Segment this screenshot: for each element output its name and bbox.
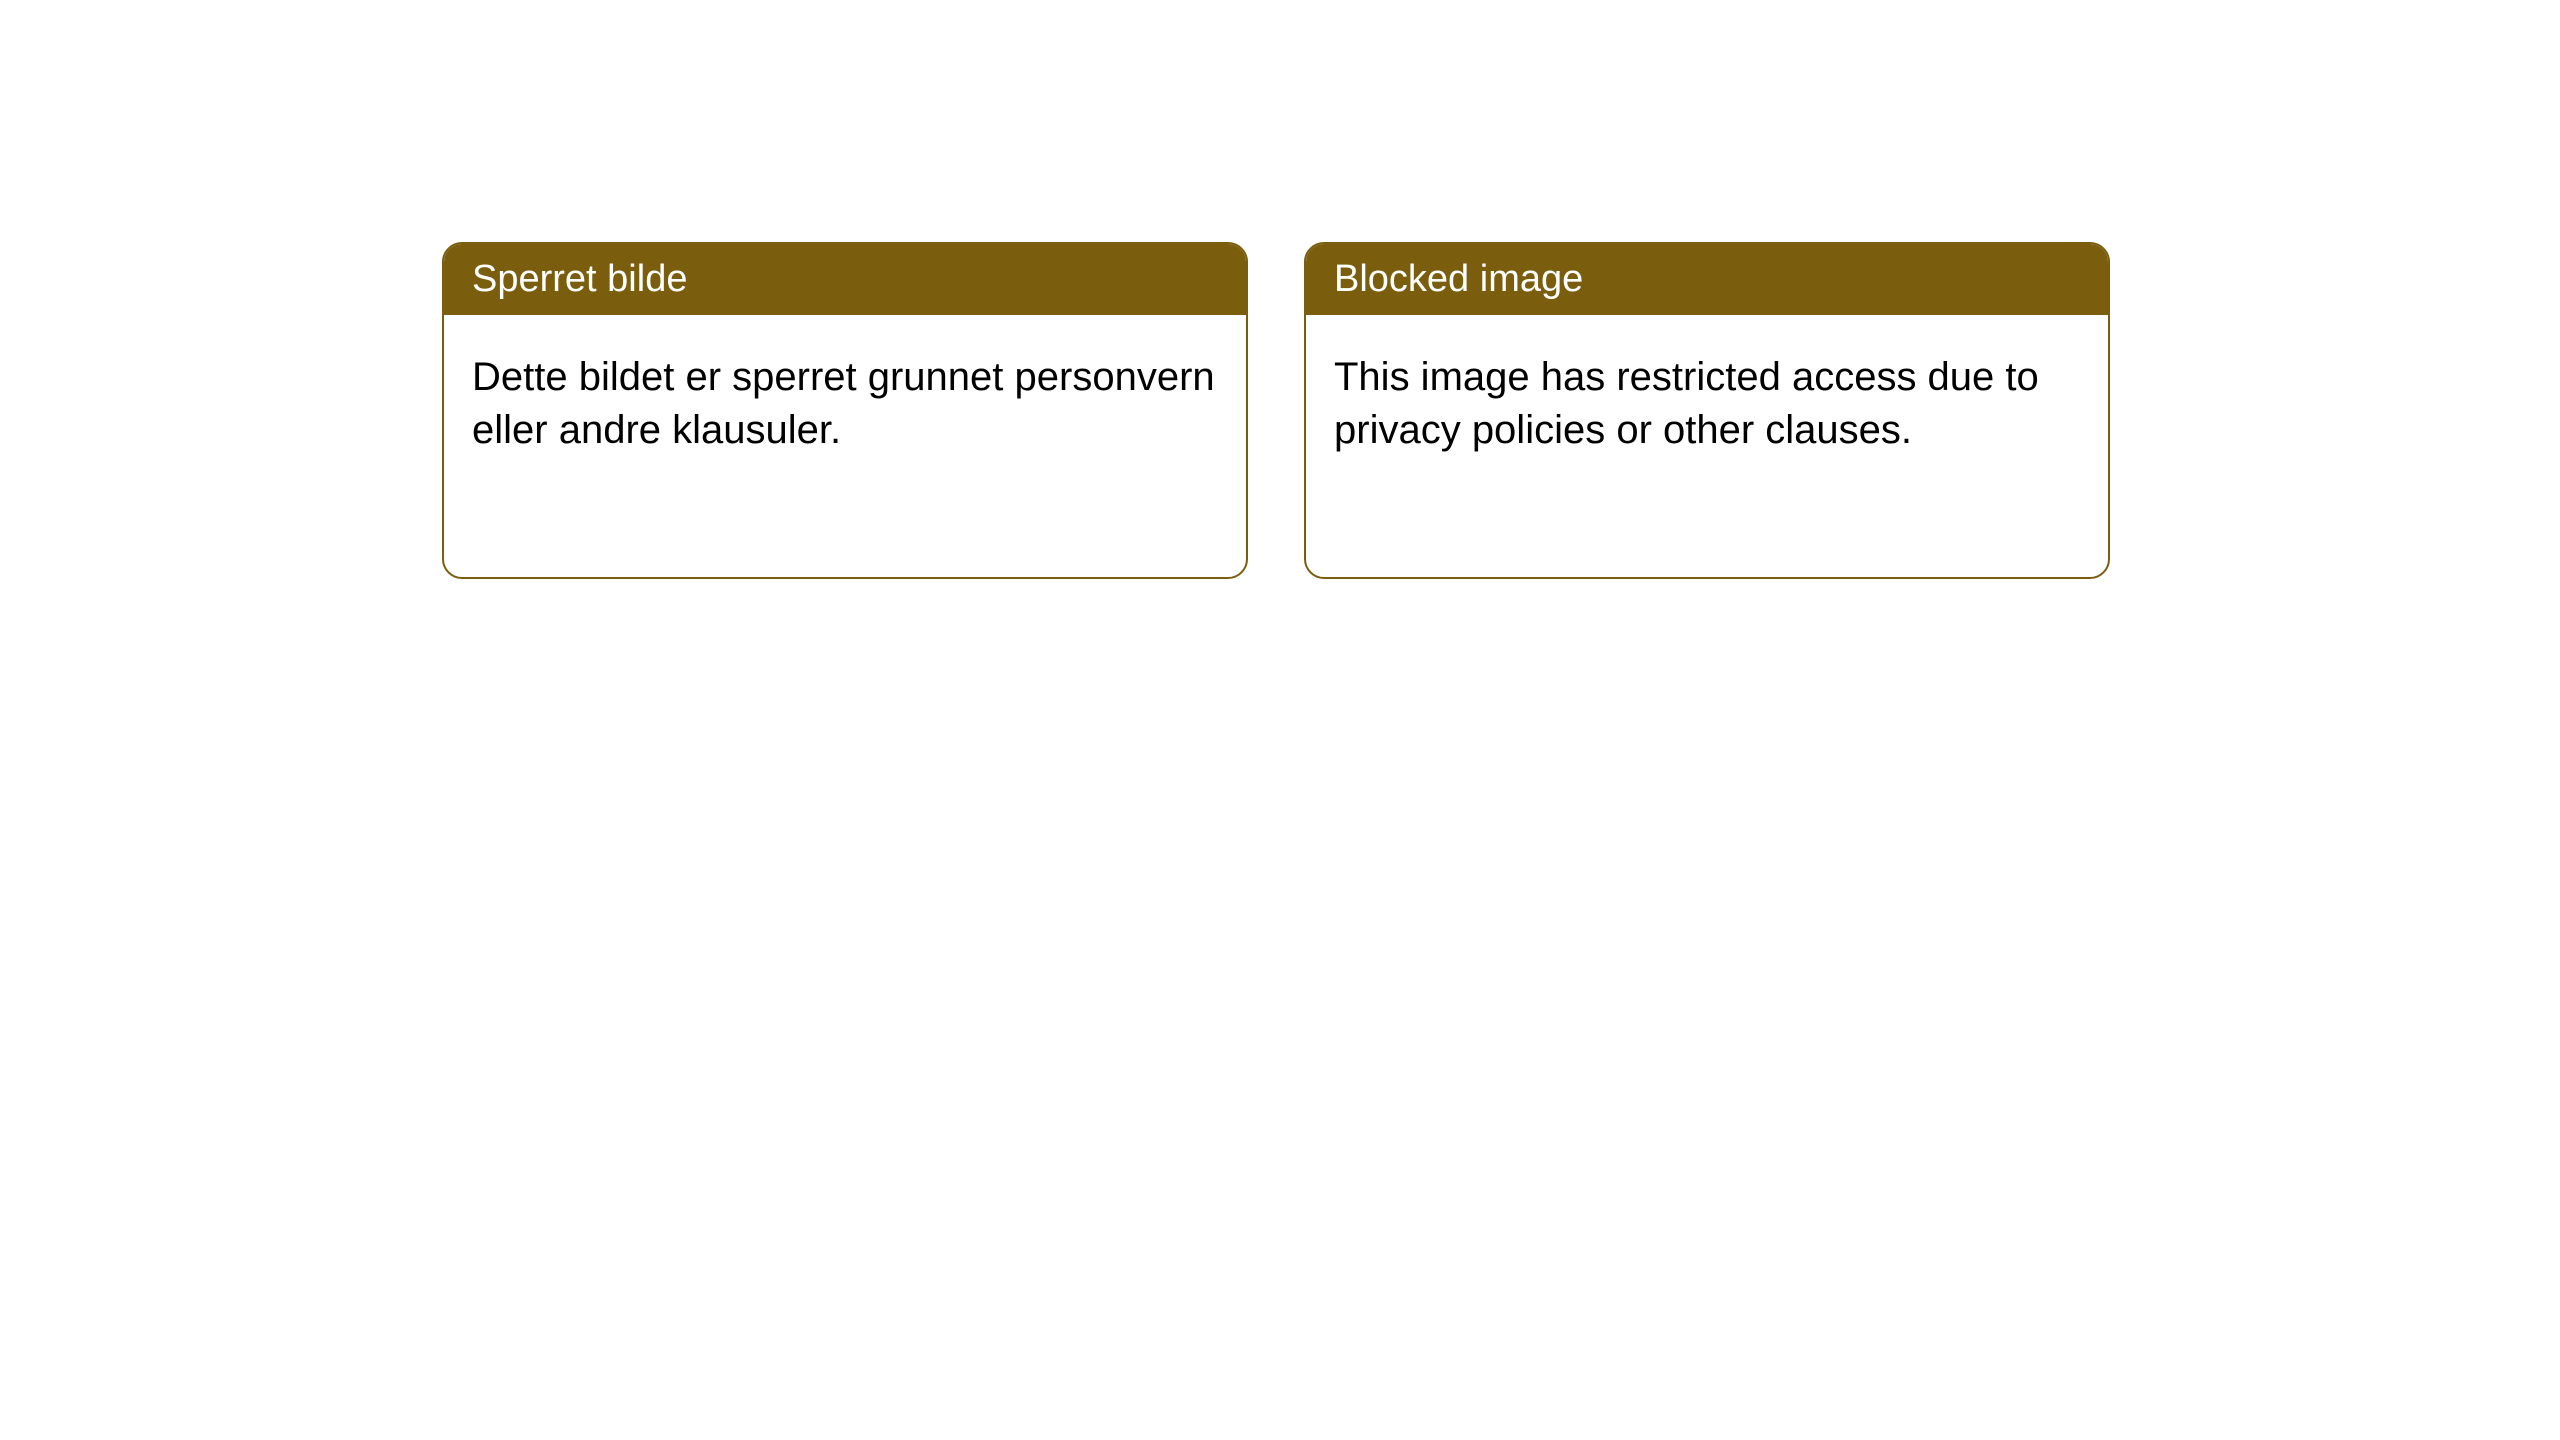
notice-message: This image has restricted access due to … — [1334, 355, 2039, 452]
notice-title: Sperret bilde — [472, 258, 687, 300]
notice-header: Sperret bilde — [444, 244, 1246, 315]
notice-card-norwegian: Sperret bilde Dette bildet er sperret gr… — [442, 242, 1248, 579]
notice-body: This image has restricted access due to … — [1306, 315, 2108, 493]
notice-title: Blocked image — [1334, 258, 1583, 300]
notice-message: Dette bildet er sperret grunnet personve… — [472, 355, 1215, 452]
notice-container: Sperret bilde Dette bildet er sperret gr… — [442, 242, 2110, 579]
notice-header: Blocked image — [1306, 244, 2108, 315]
notice-body: Dette bildet er sperret grunnet personve… — [444, 315, 1246, 493]
notice-card-english: Blocked image This image has restricted … — [1304, 242, 2110, 579]
